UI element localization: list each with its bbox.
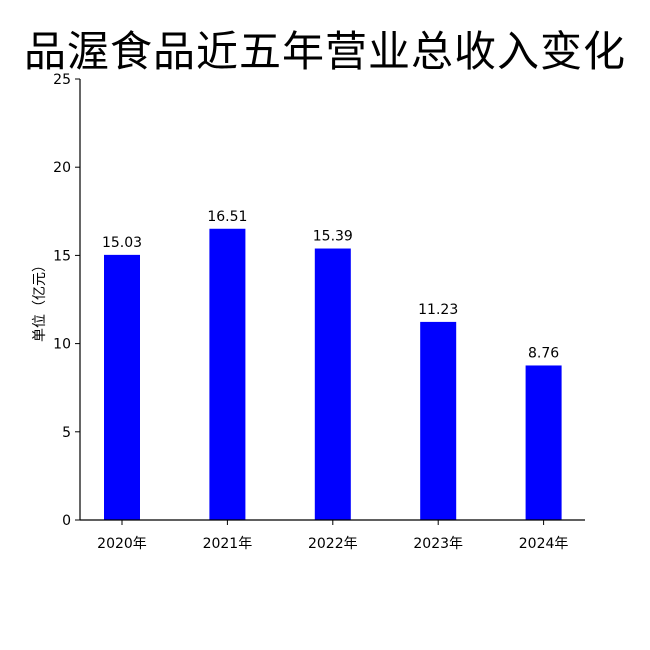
bar-1 [209, 228, 246, 520]
y-tick-label-1: 5 [62, 425, 71, 441]
data-labels-layer: 15.03 16.51 15.39 11.23 8.76 [102, 209, 559, 362]
data-label-3: 11.23 [418, 302, 458, 318]
bars-layer [104, 228, 562, 521]
y-tick-label-2: 10 [53, 337, 71, 353]
chart-title: 品渥食品近五年营业总收入变化 [23, 27, 626, 76]
data-label-2: 15.39 [313, 229, 353, 245]
y-tick-label-0: 0 [62, 513, 71, 529]
x-tick-label-2: 2022年 [308, 536, 358, 552]
y-axis-label: 单位（亿元） [32, 258, 48, 342]
bar-2 [314, 248, 351, 521]
data-label-0: 15.03 [102, 235, 142, 251]
x-tick-label-1: 2021年 [203, 536, 253, 552]
x-tick-label-4: 2024年 [519, 536, 569, 552]
data-label-4: 8.76 [528, 345, 559, 361]
bar-4 [525, 365, 562, 520]
x-tick-label-3: 2023年 [413, 536, 463, 552]
x-tick-label-0: 2020年 [97, 536, 147, 552]
y-tick-label-4: 20 [53, 160, 71, 176]
y-tick-label-3: 15 [53, 248, 71, 264]
y-tick-label-5: 25 [53, 72, 71, 88]
bar-0 [104, 254, 140, 521]
x-axis: 2020年 2021年 2022年 2023年 2024年 [80, 519, 585, 552]
y-axis: 0 5 10 15 20 25 [53, 72, 81, 529]
data-label-1: 16.51 [207, 209, 247, 225]
bar-3 [420, 321, 457, 520]
